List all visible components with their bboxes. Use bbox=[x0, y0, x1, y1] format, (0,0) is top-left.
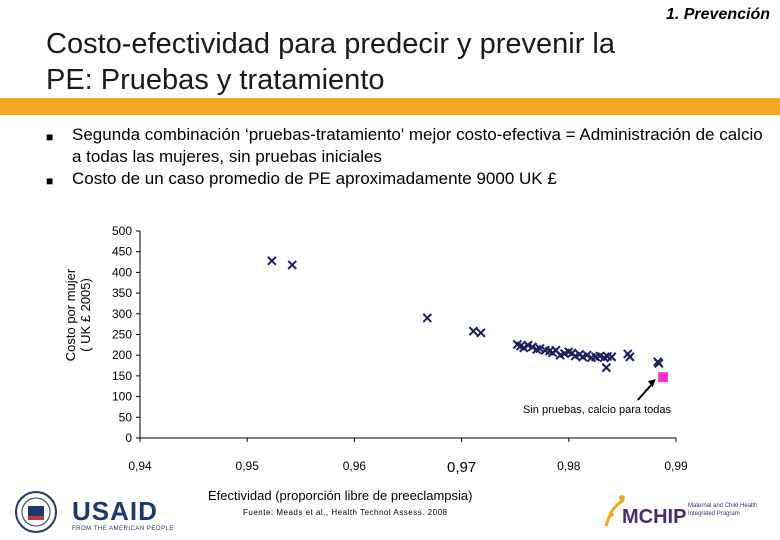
x-marker-stroke bbox=[551, 345, 561, 355]
usaid-seal-logo bbox=[15, 491, 57, 533]
y-tick-label: 350 bbox=[112, 286, 132, 300]
x-tick-label: 0,98 bbox=[557, 459, 581, 473]
x-marker-stroke bbox=[540, 345, 550, 355]
y-tick-label: 100 bbox=[112, 390, 132, 404]
annotation-label: Sin pruebas, calcio para todas bbox=[523, 404, 671, 416]
x-marker-stroke bbox=[535, 343, 545, 354]
data-point bbox=[606, 352, 617, 362]
x-marker-stroke bbox=[512, 339, 523, 350]
x-marker-stroke bbox=[523, 340, 533, 350]
page-title: Costo-efectividad para predecir y preven… bbox=[46, 26, 766, 98]
x-marker-stroke bbox=[595, 351, 605, 361]
y-tick-label: 0 bbox=[125, 431, 132, 445]
x-marker-stroke bbox=[519, 343, 529, 353]
data-point bbox=[267, 256, 277, 266]
y-tick-label: 50 bbox=[119, 410, 133, 424]
x-marker-stroke bbox=[544, 346, 555, 356]
x-marker-stroke bbox=[625, 352, 635, 362]
bullet-item: ■ Segunda combinación ‘pruebas-tratamien… bbox=[46, 124, 766, 168]
data-point bbox=[468, 326, 479, 336]
x-tick-label: 0,94 bbox=[128, 459, 152, 473]
x-tick-label: 0,96 bbox=[343, 459, 367, 473]
x-tick-label: 0,99 bbox=[664, 459, 688, 473]
usaid-logo-text: USAID bbox=[72, 496, 158, 526]
data-point bbox=[625, 352, 635, 362]
x-marker-stroke bbox=[654, 358, 664, 369]
annotation-arrowhead bbox=[647, 379, 656, 388]
bullet-text: Segunda combinación ‘pruebas-tratamiento… bbox=[72, 125, 763, 166]
source-citation: Fuente: Meads et al., Health Technol Ass… bbox=[243, 508, 448, 517]
y-tick-label: 500 bbox=[112, 224, 132, 238]
x-marker-stroke bbox=[422, 313, 433, 323]
section-tag: 1. Prevención bbox=[665, 6, 770, 23]
data-point bbox=[422, 313, 433, 323]
y-tick-label: 150 bbox=[112, 369, 132, 383]
data-point bbox=[287, 260, 297, 270]
data-point bbox=[527, 342, 538, 352]
data-point bbox=[519, 343, 529, 353]
y-tick-label: 400 bbox=[112, 265, 132, 279]
x-tick-label: 0,97 bbox=[447, 459, 476, 476]
mchip-tagline: Maternal and Child Health Integrated Pro… bbox=[688, 503, 758, 517]
mchip-figure-logo bbox=[604, 495, 625, 527]
usaid-tagline: FROM THE AMERICAN PEOPLE bbox=[72, 526, 174, 532]
x-marker-stroke bbox=[527, 342, 538, 352]
x-marker-stroke bbox=[564, 347, 574, 357]
x-marker-stroke bbox=[287, 260, 297, 270]
x-marker-stroke bbox=[601, 362, 612, 373]
x-marker-stroke bbox=[267, 256, 277, 266]
bullet-list: ■ Segunda combinación ‘pruebas-tratamien… bbox=[46, 124, 766, 192]
x-marker-stroke bbox=[606, 352, 617, 362]
x-marker-stroke bbox=[582, 350, 592, 360]
x-marker-stroke bbox=[515, 341, 526, 351]
y-tick-label: 200 bbox=[112, 348, 132, 362]
bullet-item: ■ Costo de un caso promedio de PE aproxi… bbox=[46, 168, 766, 192]
y-tick-label: 450 bbox=[112, 245, 132, 259]
data-point bbox=[654, 358, 664, 369]
x-axis-label: Efectividad (proporción libre de preecla… bbox=[208, 488, 473, 503]
y-tick-label: 300 bbox=[112, 307, 132, 321]
square-bullet-icon: ■ bbox=[46, 174, 54, 188]
x-marker-stroke bbox=[476, 328, 486, 338]
data-point bbox=[535, 343, 545, 354]
bullet-text: Costo de un caso promedio de PE aproxima… bbox=[72, 169, 557, 188]
data-point bbox=[601, 362, 612, 373]
title-accent-bar bbox=[0, 98, 780, 115]
mchip-logo-text: MCHIP bbox=[622, 506, 687, 528]
page-title-line1: Costo-efectividad para predecir y preven… bbox=[46, 28, 615, 60]
data-point bbox=[582, 350, 592, 360]
highlight-data-point bbox=[658, 372, 669, 383]
x-tick-label: 0,95 bbox=[236, 459, 260, 473]
x-marker-stroke bbox=[602, 351, 613, 362]
square-bullet-icon: ■ bbox=[46, 130, 54, 144]
y-tick-label: 250 bbox=[112, 328, 132, 342]
x-marker-stroke bbox=[468, 326, 479, 336]
data-point bbox=[476, 328, 486, 338]
page-title-line2: PE: Pruebas y tratamiento bbox=[46, 64, 385, 96]
